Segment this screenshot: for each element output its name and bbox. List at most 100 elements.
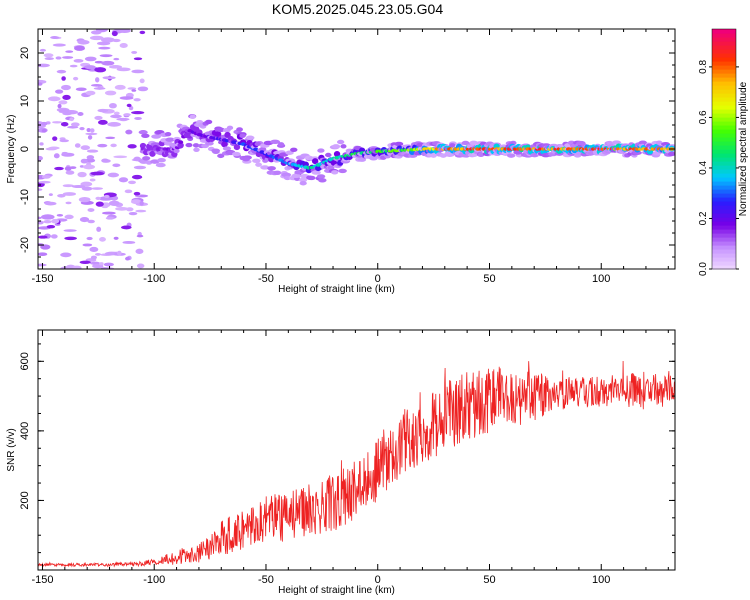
noise-cell	[55, 56, 62, 60]
spectrum-cell	[316, 174, 326, 179]
snr-line-plot	[38, 360, 675, 568]
y-tick-label: -10	[19, 189, 31, 205]
noise-cell	[82, 243, 93, 247]
colorbar-segment	[712, 153, 736, 158]
colorbar-segment	[712, 117, 736, 122]
noise-cell	[51, 218, 60, 224]
noise-cell	[38, 235, 48, 239]
colorbar-segment	[712, 125, 736, 130]
spectrum-cell	[221, 141, 228, 148]
noise-cell	[47, 96, 61, 102]
colorbar-segment	[712, 89, 736, 94]
noise-cell	[114, 84, 126, 90]
noise-cell	[63, 229, 77, 232]
noise-cell	[133, 191, 141, 196]
spectrum-cell	[232, 151, 241, 157]
noise-cell	[94, 67, 107, 73]
noise-cell	[69, 117, 74, 122]
noise-cell	[79, 126, 85, 131]
noise-cell	[103, 194, 110, 199]
noise-cell	[99, 54, 113, 58]
noise-cell	[95, 253, 102, 256]
colorbar-segment	[712, 261, 736, 266]
noise-cell	[86, 236, 93, 241]
noise-cell	[126, 103, 132, 108]
spectrum-cell	[285, 150, 294, 155]
spectrum-cell	[667, 151, 675, 157]
colorbar-segment	[712, 129, 736, 134]
noise-cell	[131, 174, 143, 180]
noise-cell	[133, 156, 141, 162]
noise-cell	[52, 121, 63, 124]
noise-cell	[43, 53, 54, 58]
colorbar-segment	[712, 161, 736, 166]
noise-cell	[122, 240, 136, 244]
spectrum-cell	[139, 142, 147, 149]
spectrum-cell	[254, 141, 261, 147]
colorbar-segment	[712, 209, 736, 214]
noise-cell	[62, 192, 77, 196]
noise-cell	[99, 237, 106, 242]
noise-cell	[38, 82, 43, 86]
spectrum-cell	[311, 158, 319, 165]
colorbar-segment	[712, 249, 736, 254]
noise-cell	[48, 193, 53, 196]
spectrum-cell	[340, 144, 347, 149]
colorbar-segment	[712, 157, 736, 162]
noise-cell	[74, 45, 86, 51]
spectrum-cell	[212, 149, 220, 155]
noise-cell	[41, 174, 51, 179]
noise-cell	[133, 98, 141, 102]
spectrum-cell	[270, 139, 281, 145]
spectrum-cell	[336, 139, 345, 145]
noise-cell	[107, 122, 122, 127]
noise-cell	[134, 116, 142, 120]
noise-cell	[128, 211, 138, 216]
x-tick-label: -150	[31, 574, 53, 586]
noise-cell	[44, 201, 57, 206]
spectrum-cell	[331, 144, 341, 149]
noise-cell	[72, 265, 82, 269]
spectrum-cell	[233, 144, 241, 151]
noise-cell	[46, 225, 56, 229]
colorbar-segment	[712, 61, 736, 66]
noise-cell	[113, 236, 119, 240]
colorbar-segment	[712, 257, 736, 262]
noise-cell	[40, 244, 51, 250]
y-tick-label: 0	[19, 146, 31, 152]
y-tick-label: 20	[19, 47, 31, 59]
noise-cell	[62, 184, 74, 188]
spectrum-cell	[236, 127, 243, 132]
noise-cell	[65, 50, 74, 53]
noise-cell	[79, 217, 90, 223]
noise-cell	[73, 76, 79, 81]
colorbar-tick-label: 0.6	[698, 110, 709, 124]
noise-cell	[87, 219, 95, 224]
noise-cell	[41, 128, 47, 133]
noise-cell	[43, 219, 52, 224]
noise-cell	[111, 30, 118, 37]
noise-cell	[127, 87, 137, 90]
noise-cell	[86, 155, 95, 160]
noise-cell	[38, 252, 48, 257]
colorbar-segment	[712, 65, 736, 70]
colorbar-segment	[712, 121, 736, 126]
x-tick-label: -50	[258, 273, 274, 285]
spectrum-cell	[327, 165, 335, 170]
spectrum-cell	[299, 181, 307, 186]
noise-cell	[108, 103, 117, 109]
spectrum-cell	[165, 137, 175, 142]
noise-cell	[113, 111, 120, 115]
noise-cell	[107, 172, 120, 178]
noise-cell	[89, 178, 96, 182]
colorbar-segment	[712, 213, 736, 218]
noise-cell	[123, 113, 131, 117]
colorbar-segment	[712, 81, 736, 86]
noise-cell	[131, 110, 145, 115]
colorbar-segment	[712, 165, 736, 170]
spectrum-cell	[150, 142, 161, 147]
colorbar-segment	[712, 93, 736, 98]
noise-cell	[61, 76, 66, 81]
colorbar-segment	[712, 69, 736, 74]
x-tick-label: 0	[375, 574, 381, 586]
